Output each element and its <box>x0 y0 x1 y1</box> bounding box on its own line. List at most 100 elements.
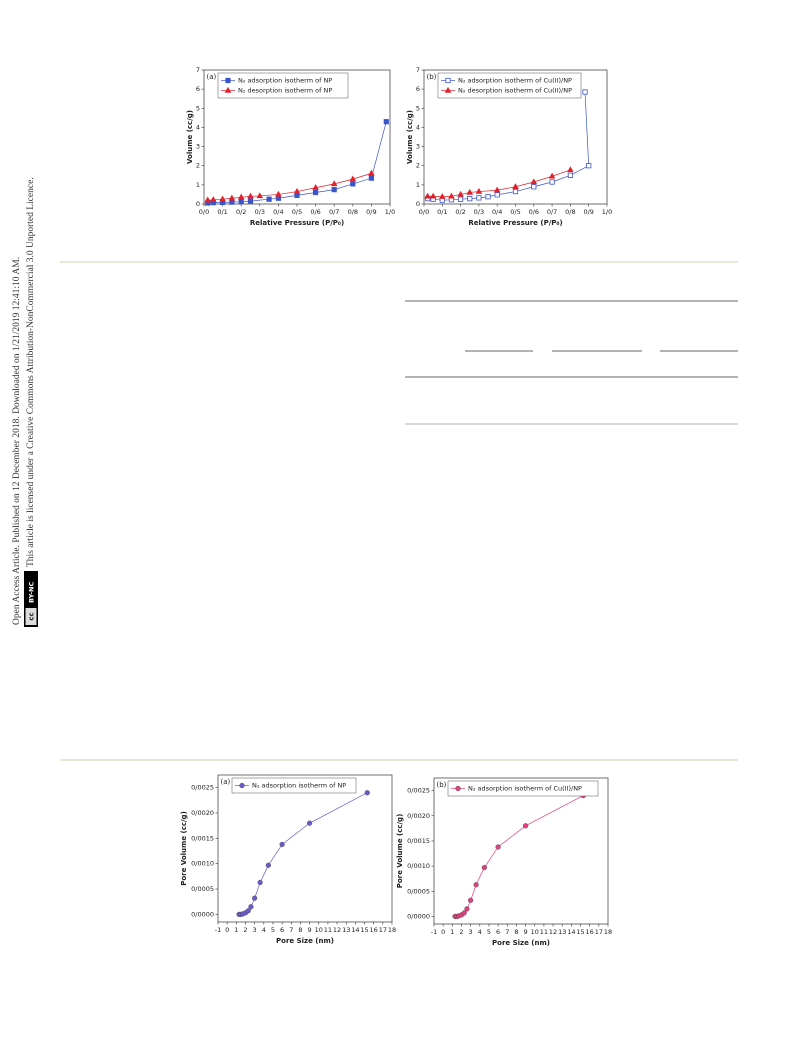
marker <box>444 86 452 93</box>
x-axis-label: Pore Size (nm) <box>276 937 334 945</box>
legend-label: N₂ adsorption isotherm of Cu(II)/NP <box>458 77 572 85</box>
marker <box>522 823 529 829</box>
marker <box>204 196 212 203</box>
legend-label: N₂ desorption isotherm of Cu(II)/NP <box>458 87 572 95</box>
y-axis-label: Volume (cc/g) <box>186 110 194 164</box>
x-tick-label: 5 <box>271 926 275 934</box>
x-tick-label: 16 <box>370 926 378 934</box>
panel-label: (a) <box>207 73 217 81</box>
x-axis-label: Pore Size (nm) <box>492 939 550 947</box>
y-axis-label: Pore Volume (cc/g) <box>396 814 404 889</box>
chart: -1 0 1 2 3 4 5 6 7 8 9 10 11 12 13 14 15 16 17 180/00000/00… <box>396 777 612 947</box>
x-tick-label: 11 <box>324 926 332 934</box>
x-tick-label: 17 <box>379 926 387 934</box>
marker <box>494 192 500 198</box>
x-tick-label: 0/4 <box>273 208 283 216</box>
marker <box>445 77 451 84</box>
marker <box>256 192 264 199</box>
x-tick-label: 0/9 <box>583 208 593 216</box>
marker <box>228 194 236 201</box>
y-tick-label: 0/0000 <box>191 910 214 918</box>
x-tick-label: 0/8 <box>565 208 575 216</box>
x-axis-label: Relative Pressure (P/P₀) <box>468 219 562 227</box>
x-tick-label: 18 <box>604 928 612 936</box>
x-tick-label: 0/3 <box>255 208 265 216</box>
y-tick-label: 0 <box>416 200 420 208</box>
marker <box>247 192 254 199</box>
marker <box>567 172 574 178</box>
y-tick-label: 0/0025 <box>407 787 430 795</box>
sidebar: Open Access Article. Published on 12 Dec… <box>12 177 38 627</box>
marker <box>350 181 356 187</box>
panel-label: (b) <box>427 73 437 81</box>
marker <box>368 169 375 176</box>
x-tick-label: 0 <box>441 928 445 936</box>
x-tick-label: 0/7 <box>547 208 557 216</box>
x-tick-label: 10 <box>315 926 323 934</box>
x-tick-label: 1 <box>450 928 454 936</box>
marker <box>429 192 437 199</box>
licence-note: This article is licensed under a Creativ… <box>26 177 36 567</box>
marker <box>493 186 501 193</box>
y-tick-label: 0/0020 <box>191 809 214 817</box>
x-tick-label: 4 <box>262 926 266 934</box>
marker <box>383 119 389 125</box>
marker <box>364 790 370 796</box>
y-tick-label: 2 <box>196 162 200 170</box>
x-tick-label: 0/2 <box>236 208 246 216</box>
access-note: Open Access Article. Published on 12 Dec… <box>12 257 22 625</box>
y-tick-label: 7 <box>196 66 200 74</box>
marker <box>247 198 254 204</box>
x-tick-label: 0/6 <box>529 208 539 216</box>
x-tick-label: 0/2 <box>455 208 465 216</box>
marker <box>331 187 337 193</box>
marker <box>349 175 357 182</box>
x-tick-label: 17 <box>595 928 603 936</box>
legend-label: N₂ adsorption isotherm of Cu(II)/NP <box>468 785 582 793</box>
marker <box>461 910 467 916</box>
x-tick-label: 15 <box>360 926 368 934</box>
x-tick-label: 5 <box>487 928 491 936</box>
x-tick-label: 11 <box>540 928 548 936</box>
y-tick-label: 0 <box>196 200 200 208</box>
marker <box>531 184 537 190</box>
legend-label: N₂ adsorption isotherm of NP <box>238 77 332 85</box>
marker <box>312 184 319 190</box>
marker <box>266 196 272 202</box>
legend-box <box>447 780 599 797</box>
marker <box>481 865 487 871</box>
marker <box>210 196 217 202</box>
y-tick-label: 0/0015 <box>191 834 214 842</box>
marker <box>229 199 235 205</box>
marker <box>567 166 574 173</box>
y-tick-label: 0/0015 <box>407 837 430 845</box>
plot-frame <box>217 774 393 923</box>
badge-logo: cc <box>28 612 36 620</box>
marker <box>476 195 482 201</box>
plot-frame <box>433 777 609 925</box>
legend-label: N₂ adsorption isotherm of NP <box>252 782 346 790</box>
x-tick-label: 0/3 <box>474 208 484 216</box>
marker <box>219 195 226 202</box>
x-tick-label: 0/5 <box>292 208 302 216</box>
legend-box <box>231 777 357 794</box>
marker <box>464 906 470 912</box>
x-tick-label: -1 <box>431 928 437 936</box>
y-tick-label: 0/0005 <box>407 887 430 895</box>
x-tick-label: 12 <box>549 928 557 936</box>
x-tick-label: 0/1 <box>217 208 227 216</box>
x-tick-label: 9 <box>524 928 528 936</box>
badge-text: BY-NC <box>28 582 36 603</box>
x-tick-label: 1/0 <box>385 208 395 216</box>
x-tick-label: 1/0 <box>602 208 612 216</box>
y-axis-label: Volume (cc/g) <box>406 110 414 164</box>
marker <box>245 908 251 914</box>
x-tick-label: 0/4 <box>492 208 502 216</box>
x-tick-label: 8 <box>514 928 518 936</box>
legend-label: N₂ desorption isotherm of NP <box>238 87 332 95</box>
y-tick-label: 2 <box>416 162 420 170</box>
marker <box>312 189 319 196</box>
panel-label: (b) <box>437 781 447 789</box>
